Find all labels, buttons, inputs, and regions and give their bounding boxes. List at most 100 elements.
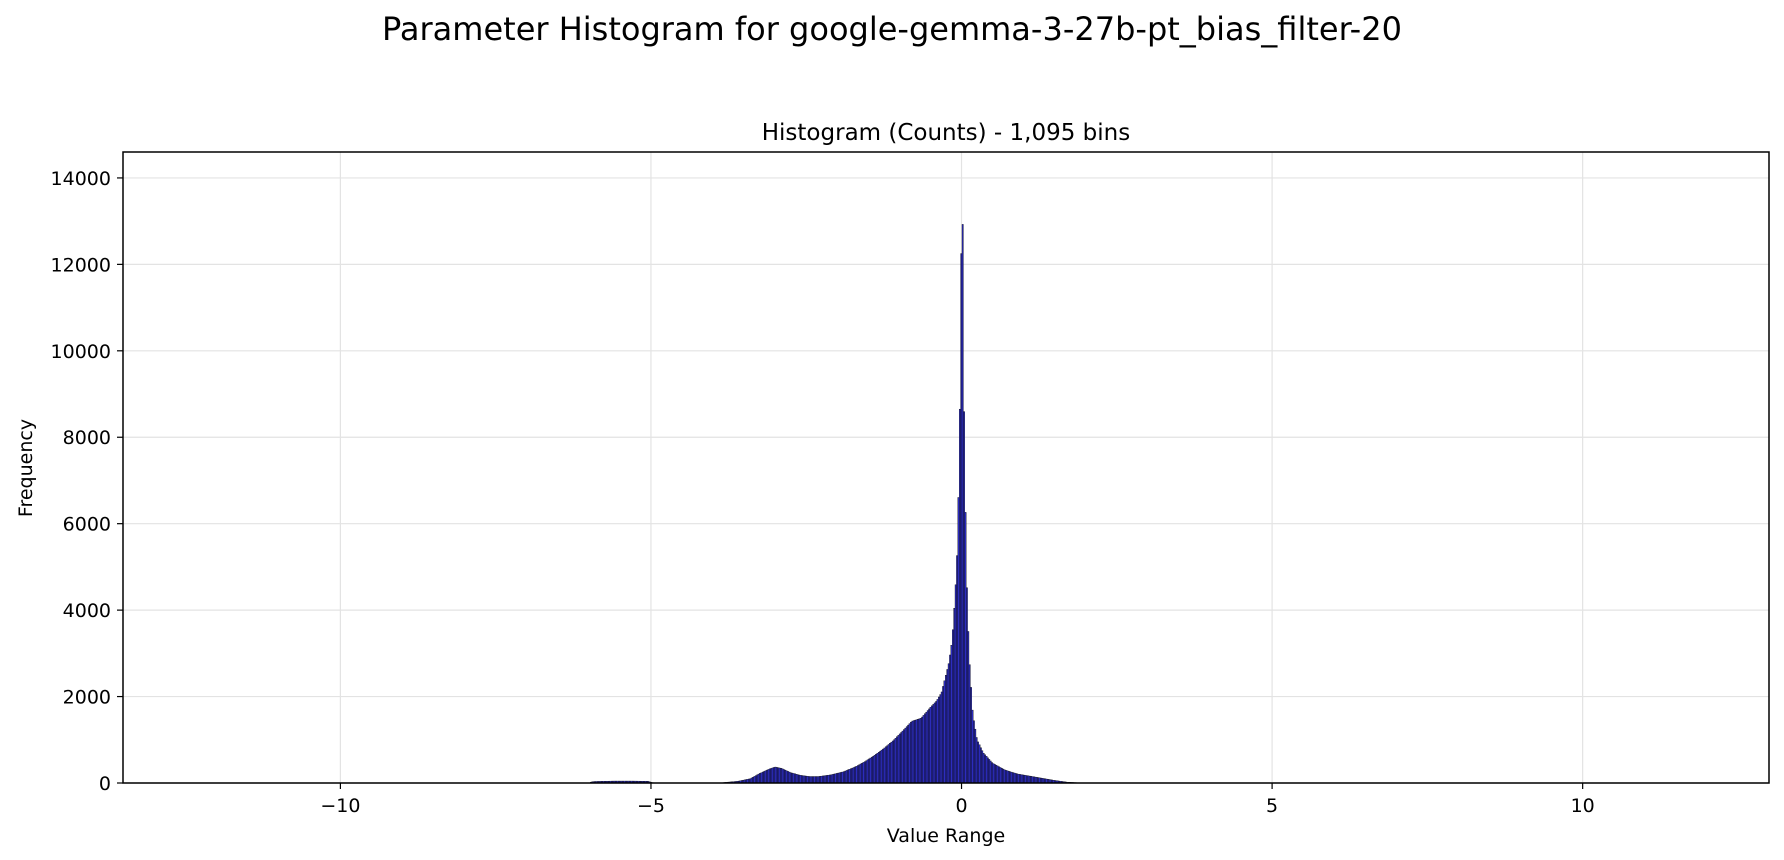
histogram-bar bbox=[845, 770, 848, 784]
histogram-bar bbox=[817, 776, 820, 784]
histogram-bar bbox=[798, 774, 801, 784]
histogram-bar bbox=[801, 775, 803, 784]
histogram-bar bbox=[1038, 777, 1041, 784]
histogram-bar bbox=[833, 773, 835, 784]
histogram-bar bbox=[991, 762, 993, 784]
histogram-bar bbox=[910, 721, 912, 784]
histogram-bar bbox=[777, 767, 780, 784]
histogram-bar bbox=[998, 766, 1000, 784]
histogram-bar bbox=[759, 773, 761, 784]
histogram-bar bbox=[914, 719, 917, 784]
histogram-bar bbox=[861, 762, 863, 784]
histogram-bar bbox=[1026, 775, 1028, 784]
histogram-bar bbox=[971, 709, 974, 784]
histogram-bar bbox=[979, 747, 982, 784]
histogram-bar bbox=[911, 720, 914, 784]
histogram-bar bbox=[773, 767, 775, 784]
histogram-bar bbox=[1027, 775, 1030, 784]
histogram-bar bbox=[794, 773, 796, 784]
histogram-bar bbox=[1021, 774, 1024, 784]
histogram-bar bbox=[764, 770, 767, 784]
histogram-bar bbox=[1014, 773, 1017, 784]
histogram-bar bbox=[1005, 770, 1007, 784]
histogram-bar bbox=[810, 776, 813, 784]
histogram-bar bbox=[836, 773, 838, 784]
x-tick-label: 5 bbox=[1266, 795, 1278, 817]
histogram-bar bbox=[1010, 771, 1013, 784]
histogram-bar bbox=[815, 776, 817, 784]
histogram-bar bbox=[824, 775, 827, 784]
histogram-bar bbox=[967, 631, 970, 784]
histogram-bar bbox=[886, 745, 889, 784]
histogram-bar bbox=[984, 754, 986, 784]
histogram-bar bbox=[1031, 776, 1034, 784]
histogram-bar bbox=[865, 760, 868, 784]
histogram-bar bbox=[761, 771, 764, 784]
histogram-bar bbox=[975, 737, 978, 784]
histogram-bar bbox=[924, 713, 926, 784]
histogram-bar bbox=[768, 768, 771, 784]
histogram-bar bbox=[844, 770, 847, 784]
histogram-bar bbox=[774, 766, 777, 784]
histogram-bar bbox=[940, 691, 943, 784]
histogram-bar bbox=[952, 629, 954, 784]
plot-frame bbox=[122, 151, 1770, 784]
y-tick-label: 10000 bbox=[51, 341, 111, 363]
y-tick-label: 8000 bbox=[63, 427, 111, 449]
histogram-bar bbox=[822, 775, 824, 784]
y-axis-label: Frequency bbox=[15, 419, 37, 517]
histogram-bar bbox=[1037, 777, 1040, 784]
histogram-bar bbox=[949, 654, 951, 784]
x-axis-ticks: −10 −5 0 5 10 bbox=[320, 783, 1595, 817]
histogram-bar bbox=[959, 408, 961, 784]
histogram-bar bbox=[938, 696, 940, 784]
histogram-bar bbox=[838, 772, 841, 784]
histogram-bar bbox=[891, 740, 894, 784]
histogram-bar bbox=[963, 411, 965, 784]
histogram-bar bbox=[988, 759, 991, 784]
histogram-bar bbox=[966, 587, 968, 784]
histogram-bar bbox=[752, 776, 754, 784]
histogram-bar bbox=[775, 767, 778, 784]
histogram-bar bbox=[901, 730, 904, 784]
histogram-bar bbox=[908, 723, 911, 784]
histogram-bar bbox=[831, 774, 834, 784]
histogram-bar bbox=[995, 764, 998, 784]
histogram-bar bbox=[875, 754, 877, 784]
histogram-bar bbox=[808, 776, 810, 784]
histogram-bar bbox=[1028, 775, 1031, 784]
histogram-bar bbox=[791, 772, 794, 784]
histogram-bar bbox=[816, 776, 819, 784]
x-axis-label: Value Range bbox=[887, 825, 1005, 847]
histogram-bar bbox=[812, 776, 815, 784]
y-tick-label: 14000 bbox=[51, 168, 111, 190]
histogram-bar bbox=[848, 769, 851, 784]
histogram-bar bbox=[834, 773, 837, 784]
histogram-bar bbox=[890, 741, 893, 784]
histogram-bar bbox=[1017, 773, 1020, 784]
histogram-bar bbox=[870, 756, 873, 784]
histogram-bars bbox=[588, 224, 1093, 784]
histogram-bar bbox=[996, 765, 999, 784]
histogram-bar bbox=[1000, 768, 1003, 784]
histogram-bar bbox=[919, 718, 922, 784]
histogram-bar bbox=[960, 253, 963, 784]
histogram-bar bbox=[857, 765, 859, 784]
histogram-bar bbox=[782, 769, 785, 784]
histogram-bar bbox=[1003, 769, 1006, 784]
histogram-bar bbox=[813, 776, 816, 784]
histogram-bar bbox=[1007, 771, 1010, 784]
x-tick-label: −10 bbox=[320, 795, 360, 817]
histogram-bar bbox=[942, 686, 945, 784]
histogram-bar bbox=[863, 761, 866, 784]
histogram-bar bbox=[1016, 773, 1019, 784]
histogram-bar bbox=[915, 719, 918, 784]
histogram-bar bbox=[847, 769, 849, 784]
histogram-bar bbox=[993, 764, 996, 784]
histogram-bar bbox=[750, 777, 753, 784]
histogram-bar bbox=[943, 680, 946, 784]
histogram-bar bbox=[900, 732, 903, 784]
histogram-bar bbox=[896, 736, 898, 784]
histogram-bar bbox=[912, 720, 915, 784]
histogram-bar bbox=[947, 663, 950, 784]
